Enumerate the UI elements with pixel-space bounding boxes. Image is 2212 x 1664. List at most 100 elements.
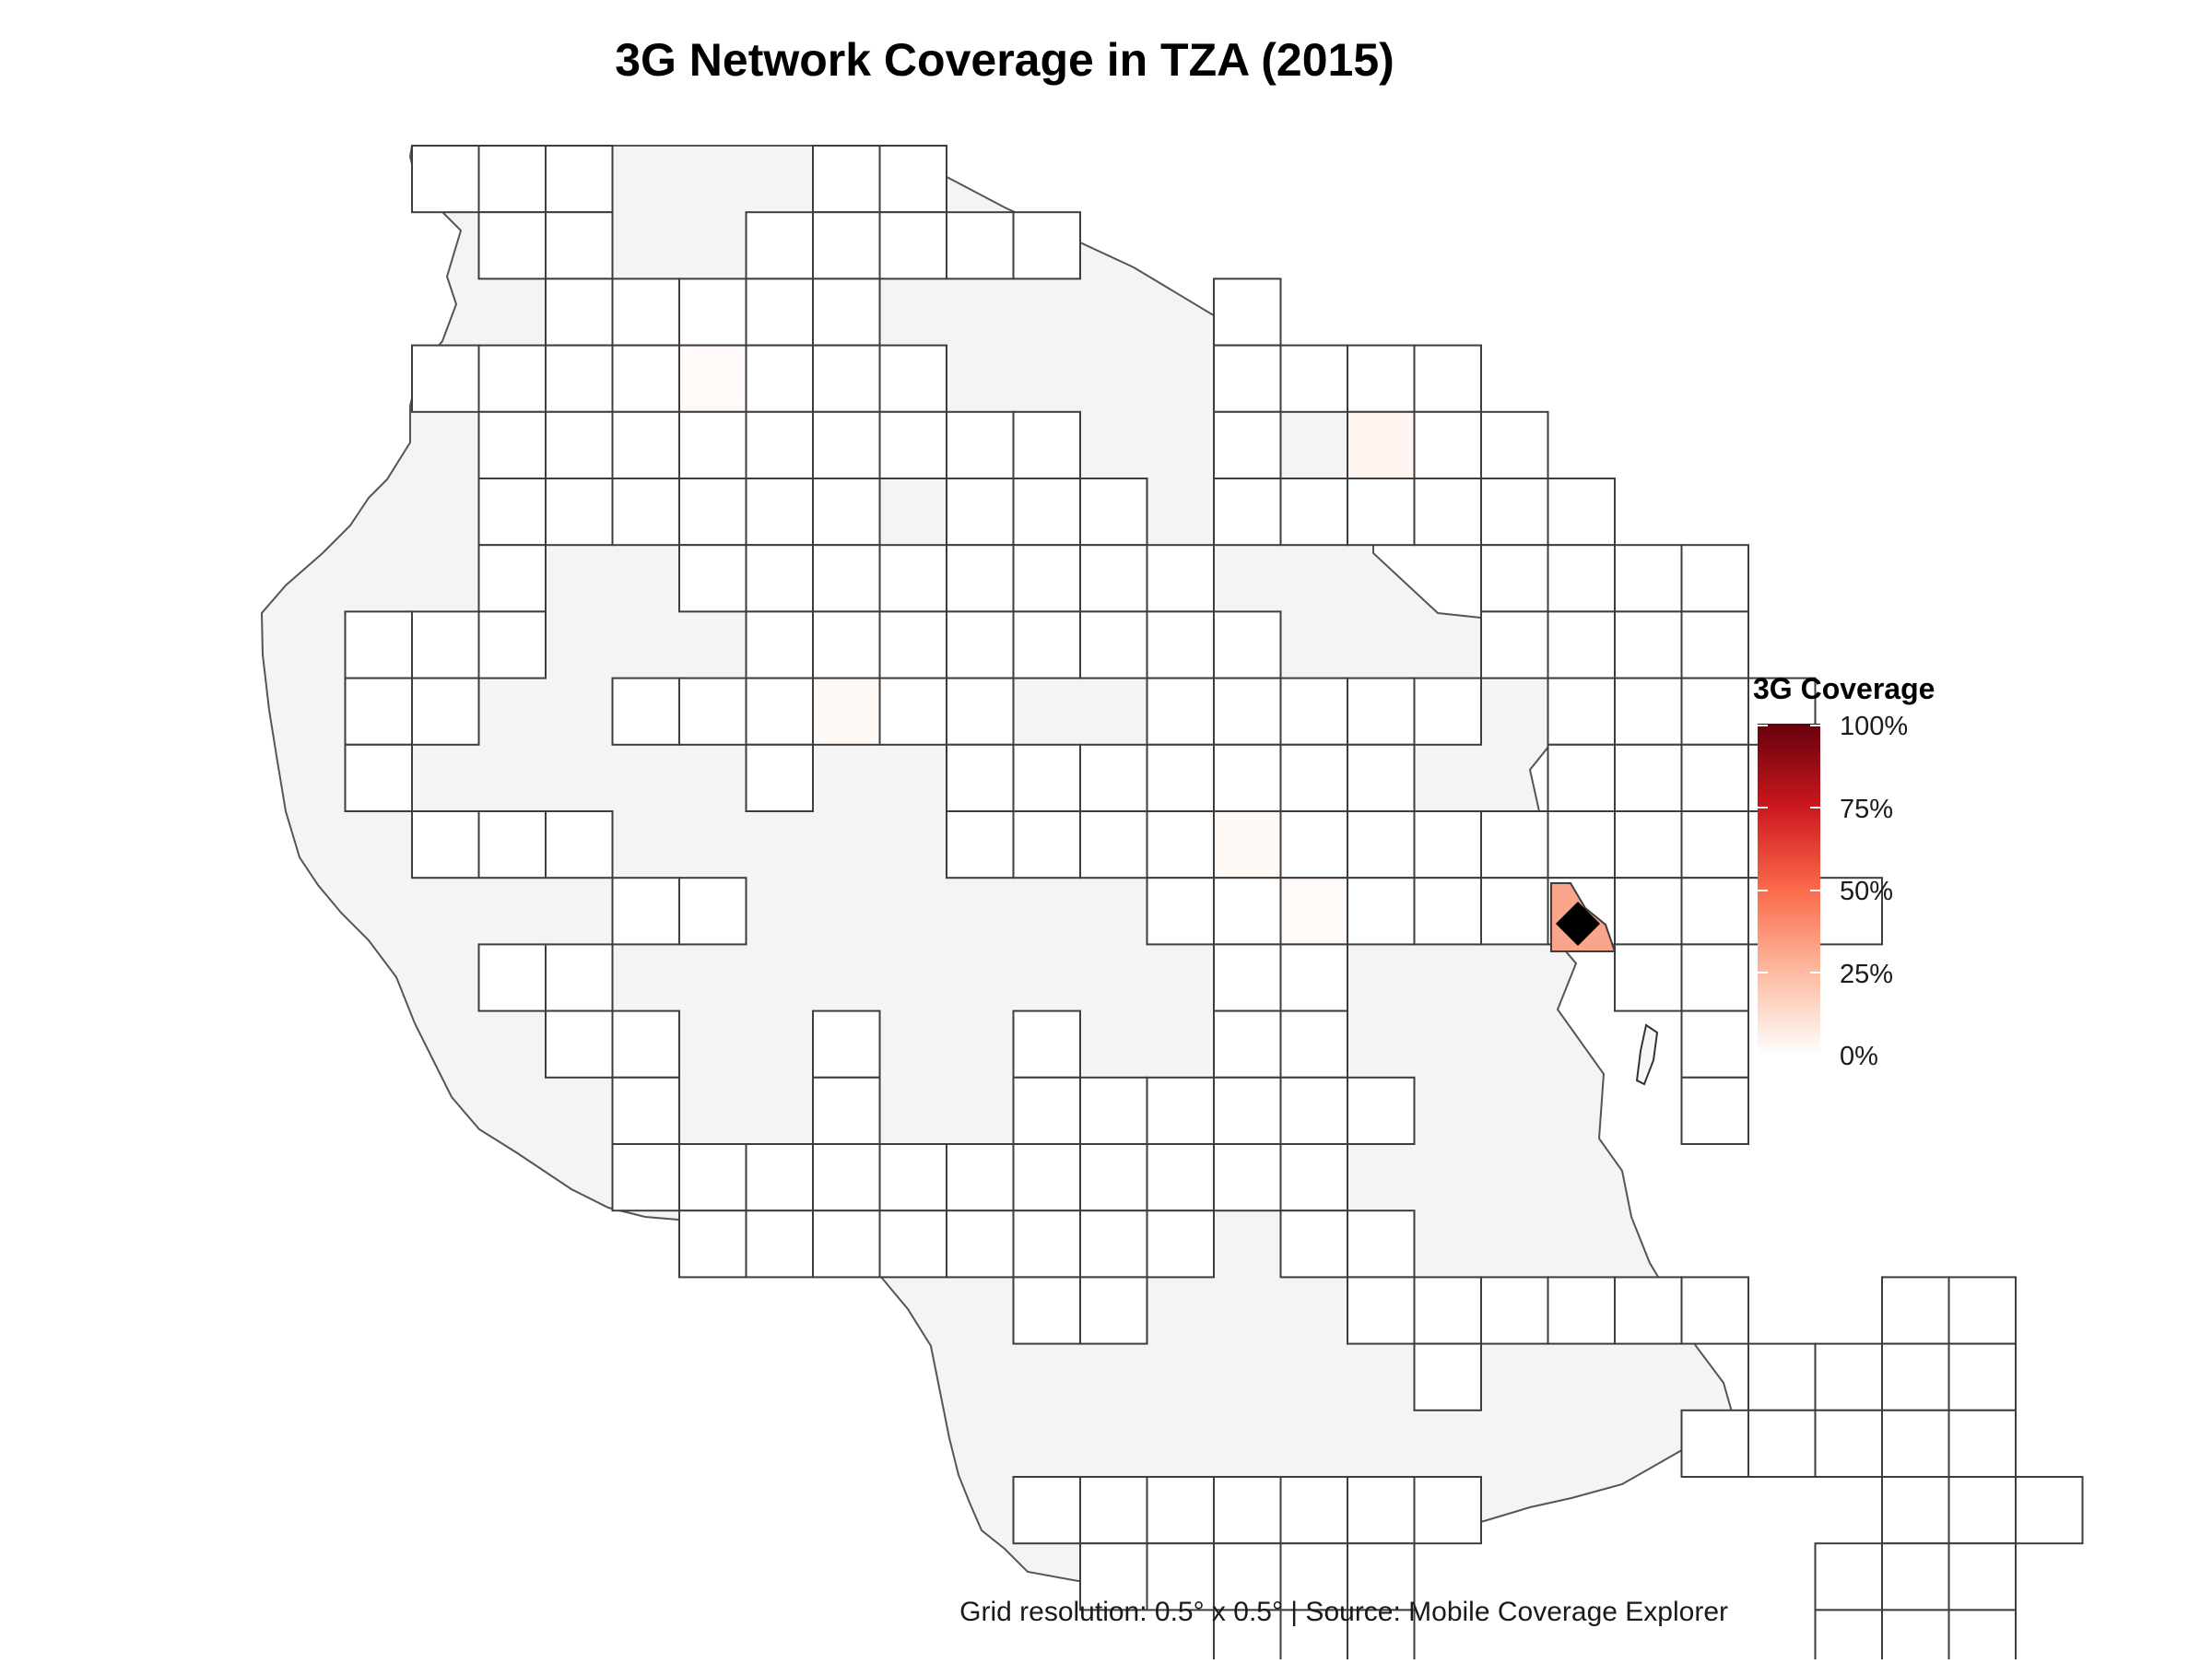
grid-cell [812, 1009, 881, 1079]
grid-cell [812, 677, 881, 746]
grid-cell [545, 1009, 614, 1079]
grid-cell [1680, 810, 1749, 879]
grid-cell [1213, 943, 1282, 1012]
grid-cell [678, 344, 747, 413]
grid-cell [745, 277, 814, 347]
grid-cell [611, 877, 680, 946]
grid-cell [1480, 877, 1549, 946]
grid-cell [812, 1210, 881, 1279]
grid-cell [1079, 610, 1148, 679]
grid-cell [745, 677, 814, 746]
grid-cell [1680, 1276, 1749, 1345]
grid-cell [1881, 1542, 1950, 1611]
grid-cell [1146, 1076, 1215, 1146]
grid-cell [1747, 1342, 1817, 1411]
grid-cell [1680, 1076, 1749, 1146]
coverage-grid [344, 145, 2084, 1664]
grid-cell [878, 677, 947, 746]
grid-cell [1079, 1476, 1148, 1545]
grid-cell [1747, 1409, 1817, 1479]
grid-cell [878, 145, 947, 214]
grid-cell [946, 211, 1015, 280]
grid-cell [1413, 1342, 1482, 1411]
grid-cell [1347, 1276, 1416, 1345]
grid-cell [545, 277, 614, 347]
grid-cell [878, 1143, 947, 1212]
grid-cell [1012, 1009, 1081, 1079]
grid-cell [745, 478, 814, 547]
grid-cell [1480, 478, 1549, 547]
legend-tick-50: 50% [1840, 877, 1893, 906]
grid-cell [477, 943, 547, 1012]
grid-cell [1413, 344, 1482, 413]
legend-tick-25: 25% [1840, 960, 1893, 989]
grid-cell [878, 544, 947, 613]
grid-cell [1012, 544, 1081, 613]
grid-cell [878, 410, 947, 479]
grid-cell [1079, 544, 1148, 613]
grid-cell [411, 810, 480, 879]
grid-cell [1146, 544, 1215, 613]
grid-cell [1213, 1476, 1282, 1545]
grid-cell [477, 544, 547, 613]
grid-cell [1614, 544, 1683, 613]
grid-cell [946, 677, 1015, 746]
grid-cell [1547, 810, 1616, 879]
grid-cell [1146, 610, 1215, 679]
grid-cell [878, 211, 947, 280]
grid-cell [1814, 1342, 1883, 1411]
grid-cell [1146, 810, 1215, 879]
grid-cell [411, 677, 480, 746]
grid-cell [477, 810, 547, 879]
grid-cell [1012, 478, 1081, 547]
grid-cell [812, 277, 881, 347]
grid-cell [545, 478, 614, 547]
grid-cell [1680, 877, 1749, 946]
grid-cell [1146, 1542, 1215, 1611]
grid-cell [1547, 1276, 1616, 1345]
grid-cell [611, 677, 680, 746]
grid-cell [1814, 1609, 1883, 1664]
grid-cell [1614, 943, 1683, 1012]
grid-cell [1012, 1276, 1081, 1345]
grid-cell [1680, 1009, 1749, 1079]
grid-cell [946, 478, 1015, 547]
grid-cell [1814, 877, 1883, 946]
grid-cell [1146, 1476, 1215, 1545]
grid-cell [878, 610, 947, 679]
legend-tick-marks [1758, 725, 1820, 974]
grid-cell [812, 211, 881, 280]
grid-cell [1881, 1276, 1950, 1345]
grid-cell [1547, 743, 1616, 812]
grid-cell [745, 1143, 814, 1212]
grid-cell [1413, 1476, 1482, 1545]
grid-cell [1146, 877, 1215, 946]
grid-cell [1881, 1409, 1950, 1479]
grid-cell [946, 1143, 1015, 1212]
grid-cell [1279, 1609, 1348, 1664]
grid-cell [1614, 743, 1683, 812]
grid-cell [611, 1143, 680, 1212]
grid-cell [411, 610, 480, 679]
grid-cell [812, 145, 881, 214]
grid-cell [946, 544, 1015, 613]
grid-cell [1213, 277, 1282, 347]
grid-cell [946, 410, 1015, 479]
grid-cell [1347, 877, 1416, 946]
grid-cell [1680, 544, 1749, 613]
grid-cell [1614, 1276, 1683, 1345]
grid-cell [1279, 877, 1348, 946]
grid-cell [1680, 677, 1749, 746]
grid-cell [477, 211, 547, 280]
grid-cell [678, 677, 747, 746]
grid-cell [1347, 1476, 1416, 1545]
grid-cell [611, 1076, 680, 1146]
grid-cell [745, 610, 814, 679]
grid-cell [678, 877, 747, 946]
grid-cell [1279, 1210, 1348, 1279]
grid-cell [1213, 410, 1282, 479]
grid-cell [545, 344, 614, 413]
grid-cell [477, 478, 547, 547]
grid-cell [477, 610, 547, 679]
